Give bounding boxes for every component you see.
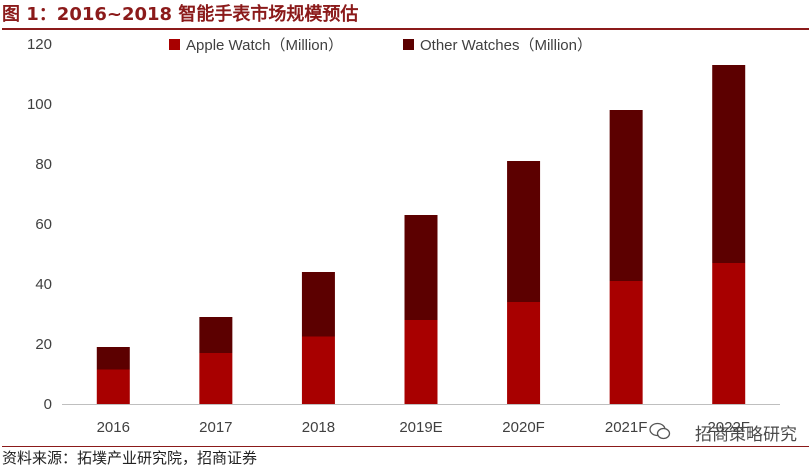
x-axis: 2016 2017 2018 2019E 2020F 2021F 2022F [97, 419, 750, 436]
chart-title: 图 1：2016~2018 智能手表市场规模预估 [2, 2, 809, 30]
x-tick-label: 2016 [97, 419, 130, 436]
y-tick-label: 80 [35, 156, 52, 173]
x-tick-label: 2019E [399, 419, 442, 436]
legend-swatch-apple [169, 39, 180, 50]
bar-segment-other-watches [507, 161, 541, 302]
bar-segment-other-watches [199, 317, 233, 353]
bar-segment-other-watches [609, 110, 643, 281]
watermark-text: 招商策略研究 [695, 425, 797, 445]
bar-segment-apple-watch [301, 336, 335, 404]
legend-label-apple: Apple Watch（Million） [186, 37, 343, 54]
x-tick-label: 2022F [707, 419, 750, 436]
source-footer: 资料来源：拓墣产业研究院，招商证券 [2, 446, 809, 470]
x-tick-label: 2021F [605, 419, 648, 436]
bar-segment-apple-watch [96, 369, 130, 404]
bar-segment-apple-watch [507, 302, 541, 404]
y-tick-label: 100 [27, 96, 52, 113]
bar-segment-other-watches [712, 65, 746, 263]
bar-segment-apple-watch [712, 263, 746, 404]
bar-segment-apple-watch [404, 320, 438, 404]
wechat-icon [649, 422, 671, 440]
y-tick-label: 0 [44, 396, 52, 413]
y-tick-label: 120 [27, 36, 52, 53]
y-tick-label: 20 [35, 336, 52, 353]
bar-segment-apple-watch [199, 353, 233, 404]
legend-label-other: Other Watches（Million） [420, 37, 592, 54]
x-tick-label: 2017 [199, 419, 232, 436]
bar-segment-other-watches [404, 215, 438, 320]
bar-segment-other-watches [96, 347, 130, 370]
stacked-bar-chart: Apple Watch（Million） Other Watches（Milli… [27, 36, 780, 436]
bars [96, 65, 746, 404]
bar-segment-apple-watch [609, 281, 643, 404]
x-tick-label: 2018 [302, 419, 335, 436]
x-tick-label: 2020F [502, 419, 545, 436]
y-tick-label: 40 [35, 276, 52, 293]
legend-swatch-other [403, 39, 414, 50]
y-axis: 0 20 40 60 80 100 120 [27, 36, 52, 413]
legend: Apple Watch（Million） Other Watches（Milli… [169, 37, 592, 54]
bar-segment-other-watches [301, 272, 335, 337]
y-tick-label: 60 [35, 216, 52, 233]
